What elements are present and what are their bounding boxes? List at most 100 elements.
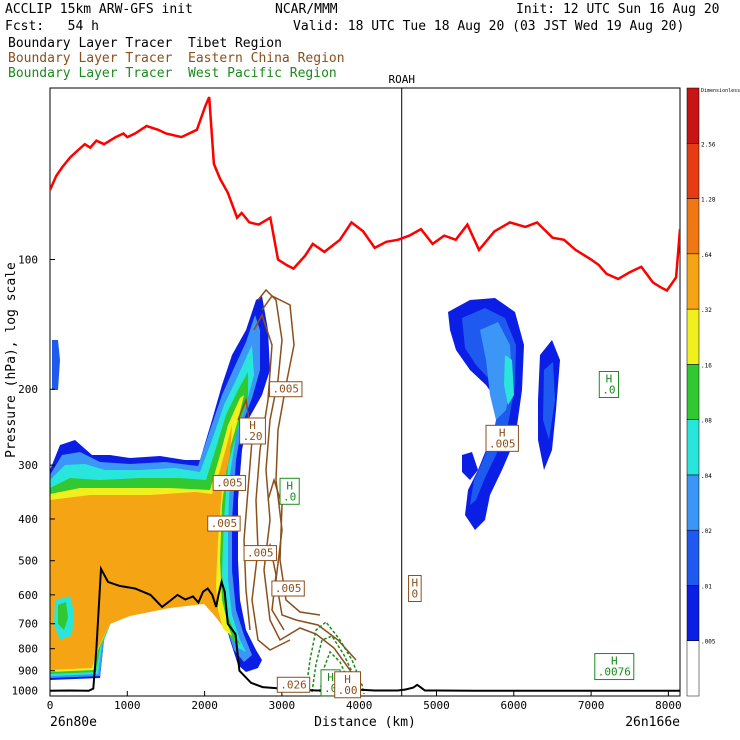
center-name: NCAR/MMM — [275, 2, 338, 17]
colorbar-swatch — [686, 419, 700, 476]
axes: 0 1000 2000 3000 4000 5000 6000 7000 80001002003… — [12, 73, 682, 712]
contour-label: .005 — [212, 474, 247, 491]
contour-label-text: .005 — [211, 517, 238, 530]
contour-label-text: .0076 — [598, 666, 631, 679]
y-tick-label: 500 — [18, 555, 38, 568]
x-tick-label: 4000 — [346, 699, 373, 712]
contour-label: .026 — [276, 676, 311, 693]
colorbar-tick-label: 1.28 — [701, 197, 716, 204]
ec-contour-5 — [267, 477, 321, 616]
x-tick-label: 6000 — [501, 699, 528, 712]
forecast-hour: Fcst: 54 h — [5, 19, 99, 34]
x-tick-label: 1000 — [114, 699, 141, 712]
ec-contour-2 — [261, 295, 357, 661]
contour-label-box — [279, 477, 300, 505]
colorbar-swatch — [686, 87, 700, 144]
contour-label-text: .00 — [338, 684, 358, 697]
contour-label: H.0076 — [594, 653, 635, 681]
x-axis-label: Distance (km) — [314, 715, 416, 730]
contour-label: .005 — [269, 381, 303, 398]
contour-label-box — [485, 424, 519, 452]
x-tick-label: 0 — [47, 699, 54, 712]
pacific-blob-cyan — [504, 355, 514, 405]
valid-time: Valid: 18 UTC Tue 18 Aug 20 (03 JST Wed … — [293, 19, 685, 34]
legend-item-tibet: Boundary Layer Tracer Tibet Region — [8, 36, 282, 51]
contour-label-text: .0 — [283, 490, 296, 503]
ec-contour-4 — [237, 397, 253, 631]
contour-label-text: .20 — [243, 430, 263, 443]
contour-label-text: H — [286, 479, 293, 492]
x-tick-label: 3000 — [269, 699, 296, 712]
contour-label-box — [594, 653, 635, 681]
contour-label: H0 — [408, 575, 422, 603]
colorbar-swatch — [686, 585, 700, 641]
legend-item-eastern-china: Boundary Layer Tracer Eastern China Regi… — [8, 51, 345, 66]
terrain-line — [50, 565, 680, 692]
contour-label: .005 — [271, 580, 305, 597]
roah-marker-label: ROAH — [388, 73, 415, 86]
contour-label: H.20 — [239, 417, 266, 445]
plume-level-6 — [50, 425, 232, 670]
y-tick-label: 600 — [18, 589, 38, 602]
plot-frame — [49, 87, 681, 697]
y-tick-label: 700 — [18, 618, 38, 631]
contour-label-text: H — [499, 426, 506, 439]
pacific-blob-main-core — [480, 322, 512, 420]
y-axis-label: Pressure (hPa), log scale — [4, 262, 19, 458]
contour-label-box — [276, 676, 311, 693]
colorbar-tick-label: 2.56 — [701, 141, 716, 148]
x-tick-label: 2000 — [191, 699, 218, 712]
colorbar-tick-label: .01 — [701, 583, 712, 590]
contour-label-text: H — [611, 655, 618, 668]
colorbar-swatch — [686, 198, 700, 255]
contour-label-text: .005 — [489, 437, 516, 450]
contour-label-box — [212, 474, 247, 491]
tropopause-line — [50, 96, 680, 293]
colorbar-swatch — [686, 143, 700, 199]
contour-label-text: 0 — [412, 588, 419, 601]
colorbar-tick-label: .02 — [701, 528, 712, 535]
contour-label: H.005 — [485, 424, 519, 452]
colorbar-swatch — [686, 308, 700, 365]
contour-label-text: .0 — [324, 682, 337, 695]
contour-label-text: H — [344, 673, 351, 686]
colorbar-swatch — [686, 474, 700, 531]
legend-item-west-pacific: Boundary Layer Tracer West Pacific Regio… — [8, 66, 337, 81]
contour-label-text: H — [606, 372, 613, 385]
y-tick-label: 800 — [18, 643, 38, 656]
colorbar-tick-label: .005 — [701, 639, 716, 646]
colorbar-title: Dimensionless — [701, 88, 740, 94]
contour-label-box — [271, 580, 305, 597]
contour-label: H.0 — [598, 370, 619, 398]
colorbar-tick-label: .16 — [701, 362, 712, 369]
colorbar-swatch — [686, 364, 700, 420]
left-endpoint-label: 26n80e — [50, 715, 97, 730]
contour-label-text: .005 — [275, 582, 302, 595]
colorbar-swatch — [686, 253, 700, 310]
contour-label: .005 — [207, 515, 241, 532]
right-endpoint-label: 26n166e — [625, 715, 680, 730]
x-tick-label: 8000 — [655, 699, 682, 712]
y-tick-label: 200 — [18, 383, 38, 396]
pacific-blob-lower — [462, 452, 478, 480]
pacific-blob-right-inner — [543, 362, 555, 440]
colorbar-tick-label: .64 — [701, 252, 712, 259]
contour-label-box — [239, 417, 266, 445]
colorbar-swatch — [686, 529, 700, 586]
model-title: ACCLIP 15km ARW-GFS init — [5, 2, 193, 17]
colorbar-tick-label: .04 — [701, 473, 712, 480]
colorbar-tick-label: .08 — [701, 418, 712, 425]
y-tick-label: 400 — [18, 513, 38, 526]
contour-label: H.0 — [279, 477, 300, 505]
y-tick-label: 100 — [18, 253, 38, 266]
ec-contour-1 — [257, 288, 361, 691]
contour-label: .005 — [243, 545, 277, 562]
colorbar: .005 .01 .02 .04 .08 .16 .32 .64 1.28 2.56 Dimensi… — [686, 87, 740, 697]
contour-label-box — [598, 370, 619, 398]
left-edge-blob — [52, 340, 60, 390]
contour-label: H.00 — [334, 671, 362, 699]
contour-label-box — [207, 515, 241, 532]
y-tick-label: 300 — [18, 459, 38, 472]
